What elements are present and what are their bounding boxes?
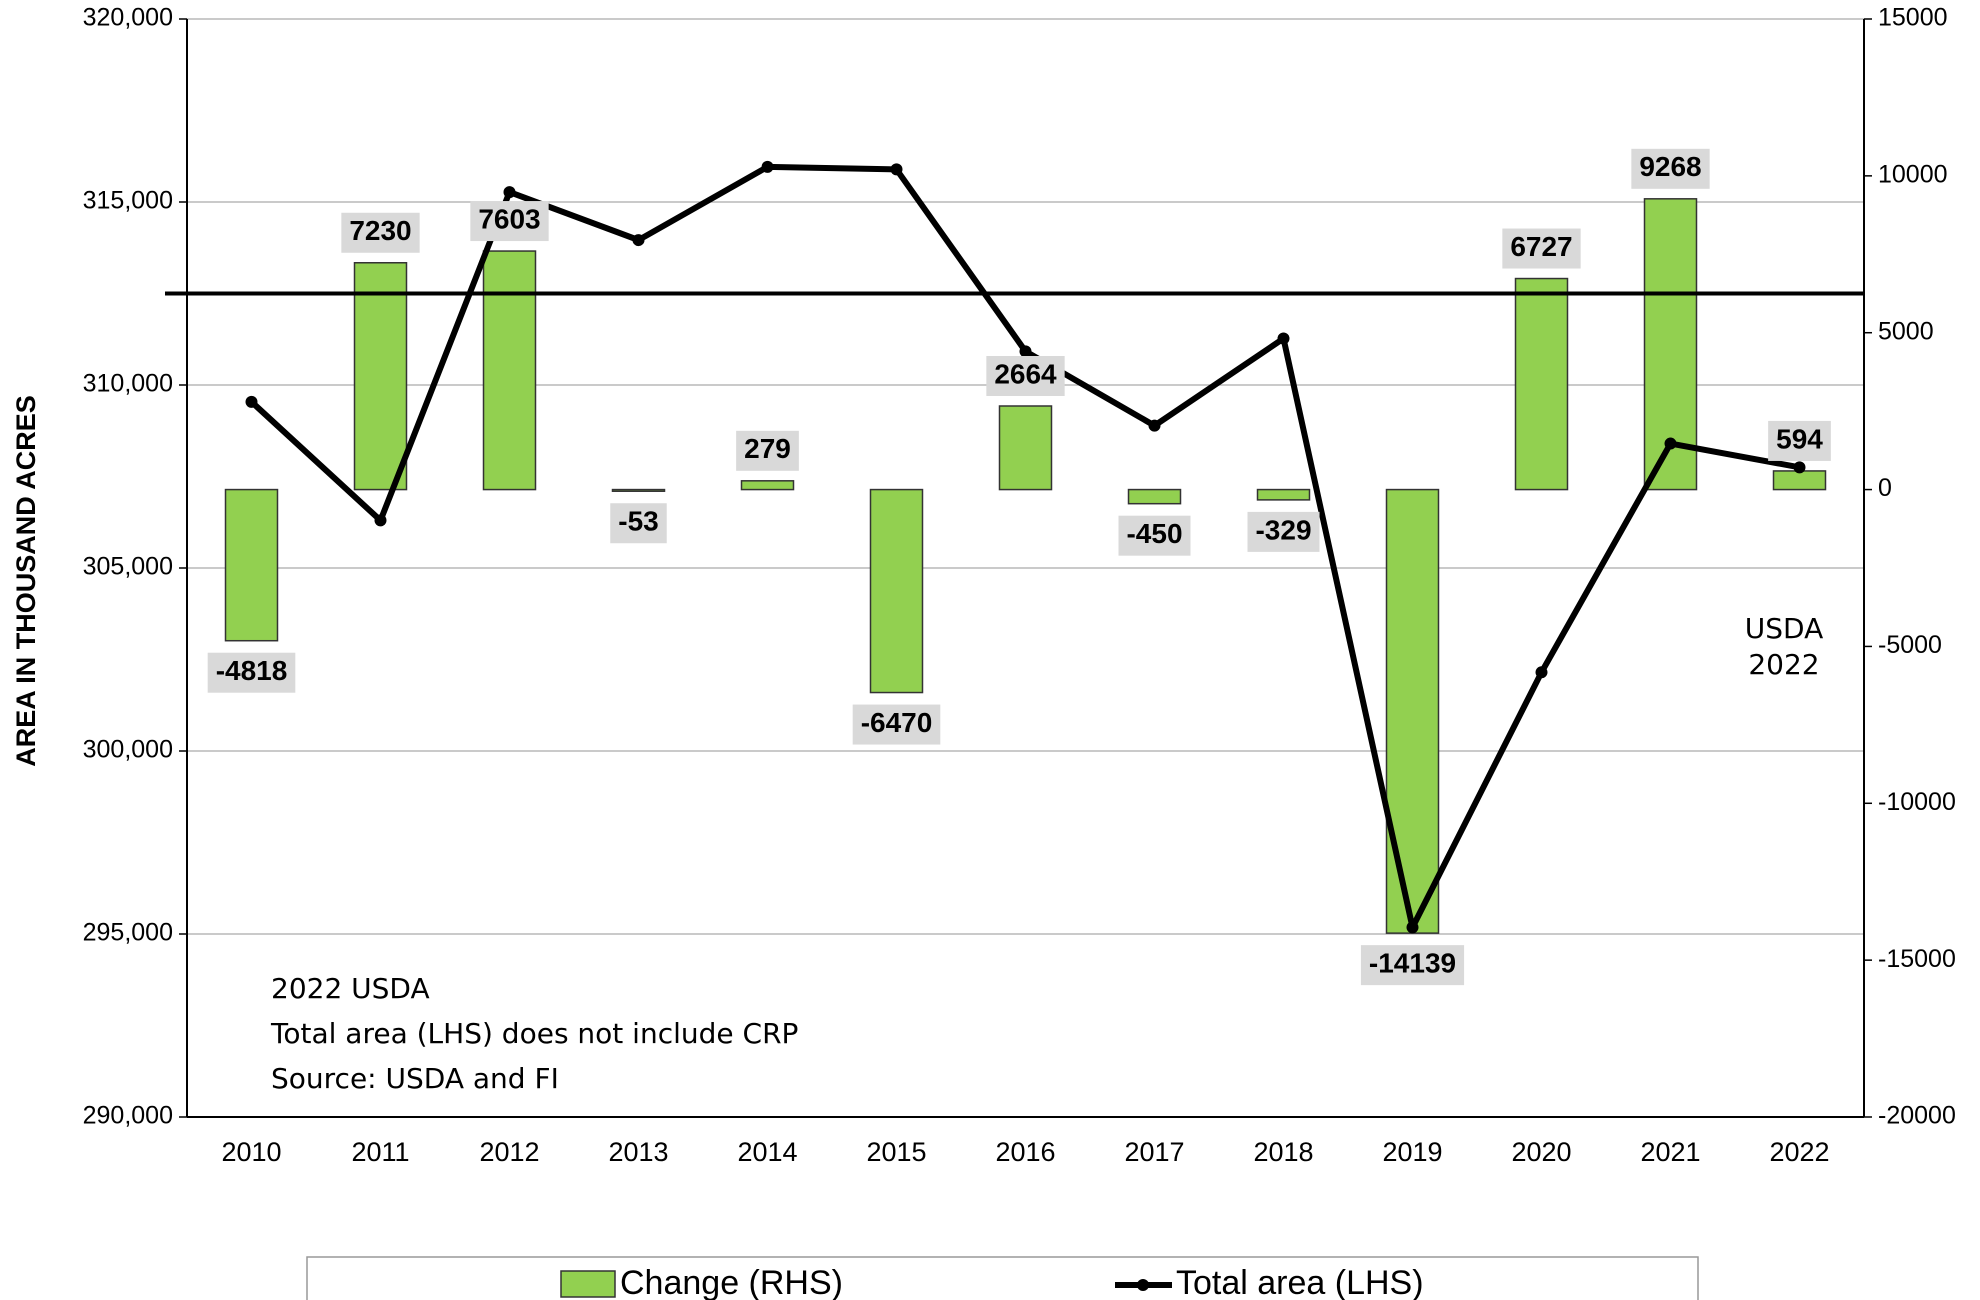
x-tick-label: 2022 (1769, 1137, 1829, 1167)
y-tick-label: 310,000 (83, 370, 173, 398)
y-tick-label: 290,000 (83, 1102, 173, 1130)
annotation: 2022 USDA (271, 972, 430, 1005)
line-marker (374, 514, 387, 527)
y2-tick-label: -5000 (1878, 631, 1942, 659)
x-tick-label: 2018 (1253, 1137, 1313, 1167)
x-tick-label: 2014 (737, 1137, 797, 1167)
y2-tick-label: 10000 (1878, 160, 1948, 188)
data-label: -14139 (1369, 948, 1456, 979)
y-axis-title: AREA IN THOUSAND ACRES (11, 395, 41, 767)
data-label-box (470, 201, 549, 242)
bar (611, 488, 666, 492)
annotation: Source: USDA and FI (271, 1062, 559, 1095)
bar (869, 488, 924, 694)
bar (740, 480, 795, 491)
bar (1643, 198, 1698, 491)
data-label-box (207, 652, 296, 693)
line-marker (1019, 345, 1032, 358)
data-label-box (1631, 148, 1710, 189)
data-label-box (736, 430, 799, 471)
bar (482, 250, 537, 491)
line-marker (1406, 921, 1419, 934)
x-tick-label: 2017 (1124, 1137, 1184, 1167)
y2-tick-label: -15000 (1878, 945, 1956, 973)
legend (306, 1256, 1699, 1300)
x-tick-label: 2020 (1511, 1137, 1571, 1167)
line-marker (1277, 332, 1290, 345)
line-marker (1664, 437, 1677, 450)
data-label-box (1502, 228, 1581, 269)
legend-marker (1137, 1279, 1149, 1291)
legend-label: Change (RHS) (620, 1264, 843, 1300)
data-label-box (1768, 420, 1831, 461)
y-tick-label: 295,000 (83, 919, 173, 947)
x-tick-label: 2010 (221, 1137, 281, 1167)
line-marker (761, 160, 774, 173)
line-marker (1793, 461, 1806, 474)
annotation: 2022 (1748, 648, 1819, 681)
data-label: 7230 (349, 215, 411, 246)
x-tick-label: 2015 (866, 1137, 926, 1167)
annotation: Total area (LHS) does not include CRP (270, 1017, 798, 1050)
data-label: -4818 (216, 655, 288, 686)
legend-swatch (560, 1270, 616, 1298)
x-tick-label: 2016 (995, 1137, 1055, 1167)
data-label-box (986, 355, 1065, 396)
bar (1514, 277, 1569, 491)
y2-tick-label: 5000 (1878, 317, 1934, 345)
y2-tick-label: 0 (1878, 474, 1892, 502)
data-label: 6727 (1510, 231, 1572, 262)
bar (353, 262, 408, 491)
line-marker (245, 395, 258, 408)
data-label: -450 (1126, 518, 1182, 549)
annotation: USDA (1745, 612, 1824, 645)
x-tick-label: 2021 (1640, 1137, 1700, 1167)
data-label: -6470 (861, 707, 933, 738)
line-marker (1535, 666, 1548, 679)
y-tick-label: 315,000 (83, 187, 173, 215)
y-tick-label: 320,000 (83, 4, 173, 32)
x-tick-label: 2012 (479, 1137, 539, 1167)
data-label: 594 (1776, 423, 1823, 454)
line-marker (503, 186, 516, 199)
data-label-box (1118, 515, 1191, 556)
x-tick-label: 2019 (1382, 1137, 1442, 1167)
x-tick-label: 2011 (351, 1137, 409, 1167)
bar (1127, 488, 1182, 505)
bar (224, 488, 279, 642)
line-marker (1148, 419, 1161, 432)
y2-tick-label: 15000 (1878, 4, 1948, 32)
bar (1772, 470, 1827, 491)
y-tick-label: 300,000 (83, 736, 173, 764)
y2-tick-label: -20000 (1878, 1102, 1956, 1130)
line-marker (890, 163, 903, 176)
legend-label: Total area (LHS) (1176, 1264, 1424, 1300)
data-label-box (341, 212, 420, 253)
bar (998, 405, 1053, 491)
line-marker (632, 234, 645, 247)
data-label: -329 (1255, 514, 1311, 545)
data-label: -53 (618, 506, 658, 537)
bar (1385, 488, 1440, 934)
x-tick-label: 2013 (608, 1137, 668, 1167)
data-label: 7603 (478, 203, 540, 234)
data-label-box (1360, 945, 1465, 986)
data-label: 9268 (1639, 151, 1701, 182)
data-label-box (1247, 511, 1320, 552)
y2-tick-label: -10000 (1878, 788, 1956, 816)
data-label-box (852, 704, 941, 745)
data-label: 279 (744, 433, 791, 464)
data-label: 2664 (994, 358, 1057, 389)
data-label-box (610, 503, 667, 544)
bar (1256, 488, 1311, 501)
y-tick-label: 305,000 (83, 553, 173, 581)
